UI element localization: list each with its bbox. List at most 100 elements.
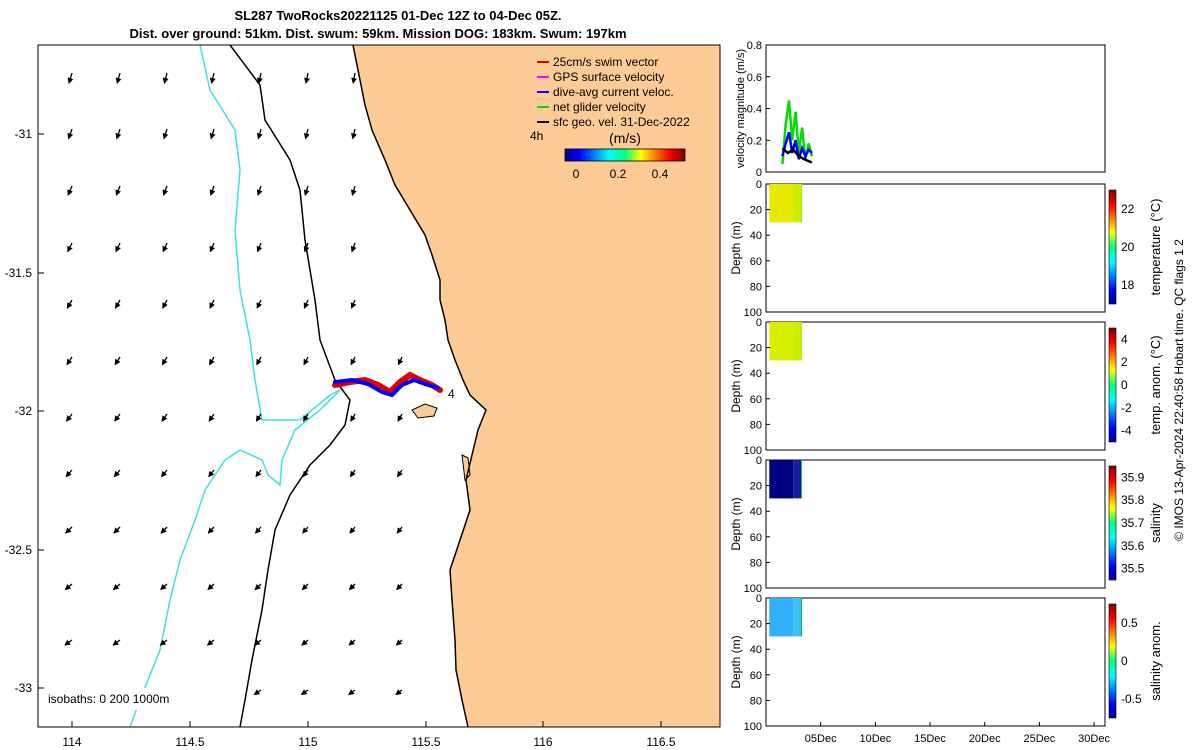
map-frame xyxy=(37,44,721,728)
velocity-arrow xyxy=(396,583,403,591)
velocity-plot-frame xyxy=(765,44,1106,173)
depth-tick-label: 80 xyxy=(750,419,762,431)
depth-axis-label: Depth (m) xyxy=(729,635,743,688)
velocity-arrow xyxy=(301,639,309,646)
velocity-arrow xyxy=(300,689,309,696)
velocity-arrow xyxy=(209,242,216,253)
velocity-arrow xyxy=(65,413,73,422)
velocity-arrow xyxy=(113,469,121,478)
section-colorbar xyxy=(1108,465,1117,581)
section-colorbar-tick-label: 35.9 xyxy=(1121,470,1145,484)
section-colorbar xyxy=(1108,327,1117,443)
section-colorbar-tick-label: -4 xyxy=(1121,424,1132,438)
velocity-arrow xyxy=(65,469,73,478)
velocity-y-tick-label: 0.4 xyxy=(747,104,762,116)
map-panel: 4 isobaths: 0 200 1000m 114 114.5 115 115.5… xyxy=(5,44,721,749)
section-colorbar-tick-label: -0.5 xyxy=(1121,692,1142,706)
map-colorbar-ticks: 0 0.2 0.4 xyxy=(573,167,669,181)
section-data-block xyxy=(769,460,794,499)
velocity-arrow xyxy=(162,128,169,140)
section-data-block xyxy=(793,322,801,361)
velocity-arrow xyxy=(301,583,309,591)
section-colorbar-label: salinity anom. xyxy=(1148,621,1163,700)
section-colorbar-tick-label: 4 xyxy=(1121,332,1128,346)
section-colorbar-tick-label: 20 xyxy=(1121,240,1135,254)
depth-tick-label: 100 xyxy=(744,445,762,457)
velocity-arrow xyxy=(67,185,73,196)
velocity-arrow xyxy=(207,526,215,534)
time-x-tick-label: 25Dec xyxy=(1023,733,1055,745)
legend-hour-label: 4h xyxy=(530,129,543,143)
legend-entry: 25cm/s swim vector xyxy=(553,55,658,69)
velocity-arrow xyxy=(162,72,169,84)
velocity-arrow xyxy=(67,72,74,84)
depth-tick-label: 20 xyxy=(750,619,762,631)
velocity-arrow xyxy=(66,356,73,366)
depth-tick-label: 80 xyxy=(750,281,762,293)
velocity-arrow xyxy=(115,72,122,84)
velocity-arrow xyxy=(303,413,309,422)
depth-axis-label: Depth (m) xyxy=(729,359,743,412)
velocity-arrow xyxy=(115,242,121,253)
map-colorbar-tick-label: 0.4 xyxy=(652,167,669,181)
velocity-arrow xyxy=(115,299,121,309)
velocity-arrow xyxy=(209,72,216,84)
velocity-y-tick-label: 0 xyxy=(756,167,762,179)
velocity-arrow xyxy=(113,526,121,534)
velocity-arrow xyxy=(303,128,310,140)
section-plot-frame xyxy=(765,597,1106,727)
map-y-tick-label: -31 xyxy=(15,127,33,141)
section-colorbar-tick-label: 22 xyxy=(1121,202,1135,216)
legend-entry: dive-avg current veloc. xyxy=(553,85,674,99)
section-colorbar-tick-label: 0 xyxy=(1121,654,1128,668)
section-colorbar-tick-label: 35.8 xyxy=(1121,493,1145,507)
velocity-arrow xyxy=(208,469,215,478)
velocity-arrow xyxy=(302,469,309,478)
land-mass xyxy=(353,45,720,727)
depth-tick-label: 0 xyxy=(756,455,762,467)
title-line-1: SL287 TwoRocks20221125 01-Dec 12Z to 04-… xyxy=(234,8,561,23)
section-data-block xyxy=(800,598,803,637)
velocity-arrow xyxy=(161,413,168,422)
depth-tick-label: 40 xyxy=(750,506,762,518)
section-colorbar-tick-label: 2 xyxy=(1121,355,1128,369)
section-colorbar-label: temp. anom. (°C) xyxy=(1148,335,1163,434)
velocity-arrow xyxy=(256,185,263,196)
map-x-tick-label: 116.5 xyxy=(646,735,675,749)
section-colorbar xyxy=(1108,603,1117,719)
velocity-arrow xyxy=(254,639,262,646)
velocity-arrow xyxy=(207,583,215,591)
section-colorbar-tick-label: 0.5 xyxy=(1121,616,1138,630)
velocity-arrow xyxy=(303,242,310,253)
velocity-arrow xyxy=(253,689,262,696)
depth-tick-label: 40 xyxy=(750,230,762,242)
velocity-arrow xyxy=(349,469,356,478)
velocity-arrow xyxy=(397,413,404,422)
footer-credit: © IMOS 13-Apr-2024 22:40:58 Hobart time.… xyxy=(1172,239,1186,541)
section-data-block xyxy=(800,460,803,499)
velocity-arrow xyxy=(348,583,356,591)
velocity-series-line xyxy=(781,147,813,164)
depth-tick-label: 60 xyxy=(750,394,762,406)
velocity-arrow xyxy=(115,128,122,140)
velocity-y-label: velocity magnitude (m/s) xyxy=(735,49,747,168)
velocity-arrow xyxy=(65,526,73,534)
track-end-label: 4 xyxy=(448,387,455,401)
velocity-arrow xyxy=(64,583,73,591)
velocity-arrow xyxy=(351,128,357,140)
section-data-block xyxy=(769,184,794,223)
velocity-arrow xyxy=(256,356,262,366)
velocity-arrow xyxy=(350,413,356,422)
velocity-y-tick-label: 0.6 xyxy=(747,72,762,84)
velocity-arrow xyxy=(348,639,356,646)
map-x-tick-label: 114 xyxy=(62,735,81,749)
map-x-tick-label: 116 xyxy=(533,735,552,749)
time-x-tick-label: 05Dec xyxy=(805,733,837,745)
velocity-arrow xyxy=(162,242,168,253)
rottnest-island xyxy=(411,403,438,419)
map-y-tick-label: -32 xyxy=(15,404,33,418)
depth-axis-label: Depth (m) xyxy=(729,221,743,274)
depth-tick-label: 40 xyxy=(750,644,762,656)
